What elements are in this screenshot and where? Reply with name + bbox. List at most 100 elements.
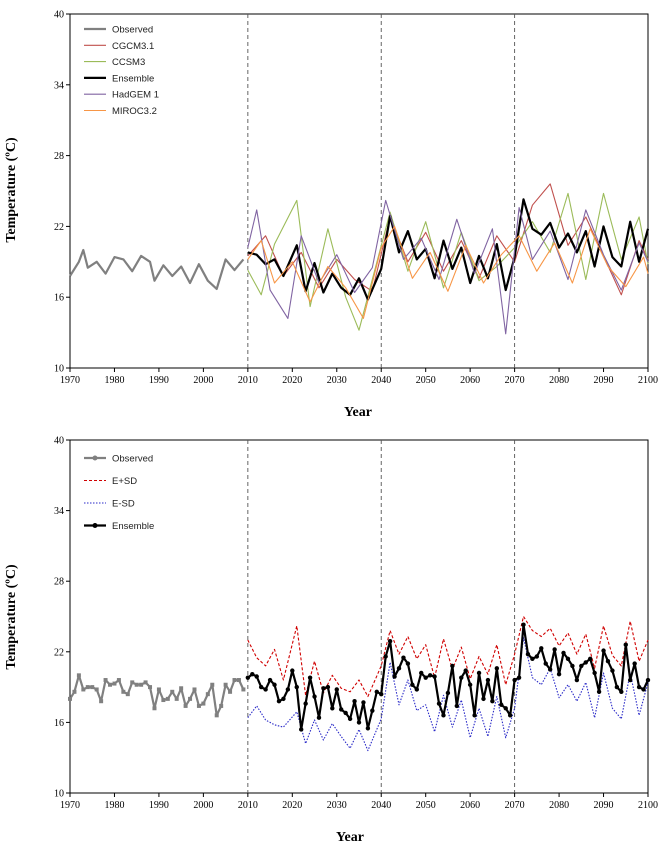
x-tick-label: 1990 bbox=[149, 375, 169, 386]
series-point-ensemble bbox=[254, 674, 259, 679]
series-point-ensemble bbox=[361, 700, 366, 705]
y-tick-label: 28 bbox=[54, 151, 64, 162]
series-point-ensemble bbox=[605, 659, 611, 664]
series-point-ensemble bbox=[303, 701, 308, 706]
series-point-observed bbox=[223, 682, 228, 687]
legend-label-cgcm3-1: CGCM3.1 bbox=[112, 41, 154, 52]
series-point-ensemble bbox=[601, 648, 606, 653]
series-point-ensemble bbox=[250, 671, 255, 677]
series-point-ensemble bbox=[401, 655, 406, 660]
x-axis-title-bottom: Year bbox=[336, 830, 364, 845]
y-tick-label: 10 bbox=[54, 364, 64, 375]
series-point-ensemble bbox=[356, 720, 362, 725]
chart-bottom: Observed E+SD E-SD Ensemble 1970 1980 1990 200… bbox=[4, 436, 658, 846]
plot-frame bbox=[69, 439, 649, 794]
series-point-ensemble bbox=[281, 696, 286, 702]
legend-label-ccsm3: CCSM3 bbox=[112, 57, 145, 68]
series-point-ensemble bbox=[432, 674, 437, 679]
series-point-observed bbox=[108, 682, 113, 687]
series-point-ensemble bbox=[494, 666, 500, 671]
series-point-ensemble bbox=[387, 639, 393, 644]
x-tick-label: 2090 bbox=[594, 375, 614, 386]
series-layer-bottom bbox=[68, 615, 651, 752]
y-tick-label: 16 bbox=[54, 718, 64, 729]
series-point-ensemble bbox=[476, 670, 482, 676]
x-tick-label: 2100 bbox=[638, 375, 658, 386]
series-point-ensemble bbox=[454, 703, 460, 709]
series-point-ensemble bbox=[383, 654, 388, 659]
series-point-observed bbox=[152, 706, 157, 711]
series-point-ensemble bbox=[614, 684, 620, 690]
series-point-ensemble bbox=[405, 661, 411, 666]
series-point-ensemble bbox=[392, 674, 397, 679]
series-point-ensemble bbox=[574, 677, 580, 683]
series-point-ensemble bbox=[525, 651, 531, 657]
series-point-observed bbox=[170, 689, 175, 694]
series-point-ensemble bbox=[632, 661, 637, 666]
y-tick-label: 22 bbox=[54, 647, 64, 658]
series-point-observed bbox=[130, 680, 135, 685]
series-point-ensemble bbox=[272, 682, 277, 687]
series-point-ensemble bbox=[490, 699, 495, 704]
series-point-observed bbox=[103, 678, 108, 683]
series-point-ensemble bbox=[330, 706, 335, 711]
series-point-observed bbox=[143, 680, 148, 685]
series-point-ensemble bbox=[619, 689, 624, 695]
series-point-ensemble bbox=[365, 726, 371, 731]
series-point-observed bbox=[174, 696, 179, 701]
series-point-observed bbox=[161, 698, 166, 703]
series-point-ensemble bbox=[588, 656, 593, 662]
series-point-ensemble bbox=[565, 656, 571, 662]
y-axis-title-top: Temperature (ºC) bbox=[4, 137, 19, 243]
series-point-ensemble bbox=[467, 682, 473, 687]
legend-marker-ensemble bbox=[92, 523, 98, 528]
series-point-observed bbox=[196, 703, 201, 708]
series-point-ensemble bbox=[325, 684, 331, 690]
series-point-observed bbox=[134, 682, 139, 687]
series-point-observed bbox=[192, 687, 197, 692]
series-point-observed bbox=[241, 687, 246, 692]
series-point-ensemble bbox=[419, 670, 424, 676]
x-tick-label: 2040 bbox=[371, 375, 391, 386]
x-tick-label: 2020 bbox=[282, 375, 302, 386]
series-point-observed bbox=[94, 687, 99, 692]
series-point-observed bbox=[188, 696, 193, 701]
plot-frame bbox=[69, 13, 649, 369]
x-tick-label: 2050 bbox=[416, 800, 436, 811]
series-point-ensemble bbox=[556, 671, 562, 677]
series-point-ensemble bbox=[258, 684, 264, 690]
x-tick-label: 2080 bbox=[549, 800, 569, 811]
series-point-ensemble bbox=[445, 690, 451, 696]
series-point-ensemble bbox=[579, 663, 584, 669]
series-point-ensemble bbox=[628, 677, 633, 683]
series-point-ensemble bbox=[427, 673, 433, 678]
series-point-ensemble bbox=[299, 727, 304, 732]
series-point-ensemble bbox=[645, 677, 651, 683]
series-layer-top bbox=[69, 183, 650, 335]
x-tick-label: 2040 bbox=[371, 800, 391, 811]
series-point-ensemble bbox=[343, 710, 348, 716]
series-point-ensemble bbox=[561, 650, 566, 656]
legend-top: Observed CGCM3.1 CCSM3 Ensemble HadGEM 1 MIRO… bbox=[84, 25, 159, 117]
x-tick-label: 2010 bbox=[238, 375, 258, 386]
series-point-ensemble bbox=[539, 646, 544, 651]
series-point-ensemble bbox=[636, 684, 642, 690]
series-point-ensemble bbox=[263, 687, 268, 692]
series-point-ensemble bbox=[516, 675, 522, 680]
series-point-observed bbox=[232, 678, 237, 683]
series-point-ensemble bbox=[507, 713, 513, 718]
series-point-ensemble bbox=[410, 682, 415, 687]
legend-bottom: Observed E+SD E-SD Ensemble bbox=[84, 454, 154, 532]
series-line-ccsm3 bbox=[247, 192, 649, 331]
tick-labels-top: 1970 1980 1990 2000 2010 2020 2030 2040 2050 2060… bbox=[54, 10, 658, 387]
series-line-observed bbox=[69, 248, 245, 290]
x-tick-label: 2060 bbox=[460, 375, 480, 386]
x-tick-label: 1990 bbox=[149, 800, 169, 811]
series-point-ensemble bbox=[294, 684, 299, 690]
series-point-ensemble bbox=[374, 689, 379, 695]
legend-label-e-sd: E+SD bbox=[112, 476, 137, 487]
legend-label-ensemble: Ensemble bbox=[112, 73, 154, 84]
series-point-ensemble bbox=[307, 675, 313, 680]
x-tick-label: 2060 bbox=[460, 800, 480, 811]
series-point-observed bbox=[219, 703, 224, 708]
